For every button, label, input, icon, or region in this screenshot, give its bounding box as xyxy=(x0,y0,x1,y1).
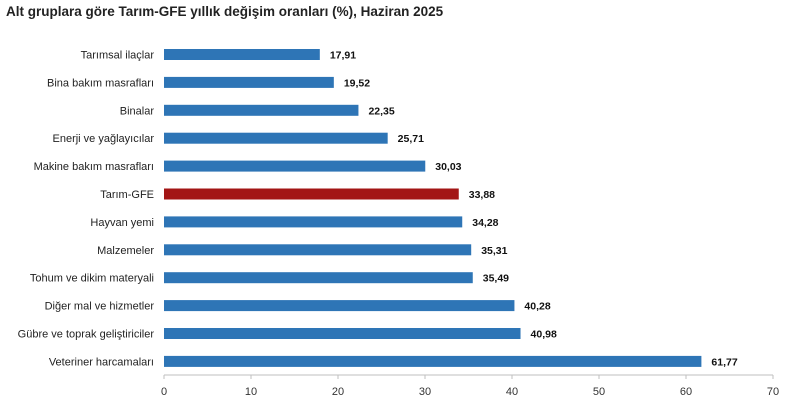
bar-6 xyxy=(164,216,463,228)
x-tick-label: 0 xyxy=(161,386,167,398)
bar-10 xyxy=(164,328,521,339)
value-label: 40,28 xyxy=(524,301,550,313)
category-label: Gübre ve toprak geliştiriciler xyxy=(18,329,155,341)
bar-8 xyxy=(164,272,473,284)
category-label: Veteriner harcamaları xyxy=(49,356,154,368)
category-label: Tohum ve dikim materyali xyxy=(30,273,154,285)
value-label: 25,71 xyxy=(398,133,424,145)
x-axis: 0 10 20 30 40 50 60 70 xyxy=(161,374,779,398)
category-label: Tarım-GFE xyxy=(100,189,154,201)
x-tick-label: 60 xyxy=(680,386,692,398)
bar-4 xyxy=(164,160,426,172)
value-label: 30,03 xyxy=(435,161,461,173)
value-label: 17,91 xyxy=(330,50,356,62)
category-label: Diğer mal ve hizmetler xyxy=(45,301,155,313)
category-label: Bina bakım masrafları xyxy=(47,77,154,89)
category-label: Makine bakım masrafları xyxy=(34,161,154,173)
bar-9 xyxy=(164,300,515,312)
x-tick-label: 20 xyxy=(332,386,344,398)
value-label: 34,28 xyxy=(472,217,498,229)
value-label: 35,49 xyxy=(483,273,509,285)
value-label: 22,35 xyxy=(368,105,394,117)
bar-5 xyxy=(164,188,459,200)
category-label: Tarımsal ilaçlar xyxy=(81,50,155,62)
bar-1 xyxy=(164,76,334,88)
value-label: 61,77 xyxy=(711,356,737,368)
x-tick-label: 10 xyxy=(245,386,257,398)
value-label: 35,31 xyxy=(481,245,507,257)
bar-0 xyxy=(164,49,320,60)
value-label: 40,98 xyxy=(531,329,557,341)
category-label: Hayvan yemi xyxy=(90,217,154,229)
x-tick-label: 50 xyxy=(593,386,605,398)
value-label: 33,88 xyxy=(469,189,495,201)
x-tick-label: 70 xyxy=(767,386,779,398)
category-label: Malzemeler xyxy=(97,245,154,257)
chart-title: Alt gruplara göre Tarım-GFE yıllık değiş… xyxy=(6,4,444,19)
bar-2 xyxy=(164,104,359,116)
bar-11 xyxy=(164,355,702,367)
category-label: Binalar xyxy=(120,105,155,117)
bar-3 xyxy=(164,132,388,144)
x-tick-label: 30 xyxy=(419,386,431,398)
bars-layer: Tarımsal ilaçlar 17,91 Bina bakım masrafla… xyxy=(18,49,738,368)
bar-7 xyxy=(164,244,472,256)
x-tick-label: 40 xyxy=(506,386,518,398)
category-label: Enerji ve yağlayıcılar xyxy=(53,133,155,145)
value-label: 19,52 xyxy=(344,77,370,89)
